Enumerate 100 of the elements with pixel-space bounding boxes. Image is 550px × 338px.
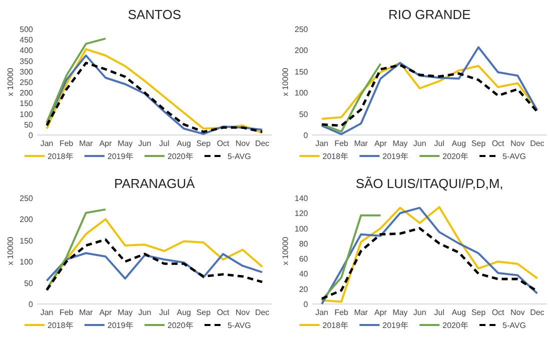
y-tick-label: 0	[28, 300, 34, 309]
x-tick-label: Dec	[255, 139, 270, 148]
legend-label: 2019年	[382, 152, 408, 161]
x-tick-label: Apr	[99, 308, 112, 317]
x-tick-label: Nov	[236, 308, 250, 317]
y-tick-label: 140	[294, 194, 309, 203]
x-tick-label: Aug	[176, 139, 191, 148]
legend-label: 5-AVG	[228, 321, 251, 330]
y-tick-label: 100	[20, 110, 34, 119]
x-tick-label: Mar	[354, 308, 368, 317]
x-tick-label: Jul	[159, 139, 170, 148]
legend-label: 2018年	[48, 152, 74, 161]
x-tick-label: Mar	[79, 308, 94, 317]
y-tick-label: 40	[299, 270, 309, 279]
y-tick-label: 50	[24, 278, 34, 288]
x-tick-label: Jan	[40, 308, 54, 317]
chart-title: SANTOS	[128, 7, 182, 22]
x-tick-label: Aug	[452, 139, 466, 148]
y-tick-label: 50	[24, 120, 34, 130]
legend-label: 2020年	[442, 152, 468, 161]
x-tick-label: Feb	[334, 139, 349, 148]
x-tick-label: Jun	[138, 308, 152, 317]
y-tick-label: 350	[20, 56, 34, 66]
x-tick-label: May	[118, 139, 133, 148]
y-tick-label: 0	[304, 300, 309, 309]
y-tick-label: 250	[294, 25, 309, 34]
x-tick-label: Jul	[159, 308, 170, 317]
legend-label: 2019年	[108, 152, 134, 161]
y-axis-title: x 10000	[6, 236, 15, 266]
legend-label: 5-AVG	[502, 321, 526, 330]
x-tick-label: May	[392, 308, 408, 317]
y-tick-label: 50	[299, 110, 309, 119]
y-tick-label: 60	[299, 254, 309, 264]
y-axis-title: x 10000	[281, 236, 290, 266]
x-tick-label: Mar	[354, 139, 368, 148]
y-tick-label: 300	[20, 67, 34, 76]
y-tick-label: 0	[304, 131, 309, 140]
y-tick-label: 120	[294, 209, 309, 218]
x-tick-label: Dec	[530, 308, 544, 317]
legend-label: 2019年	[108, 321, 134, 330]
x-tick-label: Apr	[99, 139, 112, 148]
chart-title: SÃO LUIS/ITAQUI/P,D,M,	[356, 176, 504, 191]
x-tick-label: Mar	[79, 139, 94, 148]
x-tick-label: Jun	[413, 308, 426, 317]
x-tick-label: Feb	[59, 139, 74, 148]
y-tick-label: 250	[20, 194, 34, 203]
x-tick-label: Jul	[434, 139, 445, 148]
x-tick-label: Aug	[452, 308, 466, 317]
x-tick-label: Apr	[374, 139, 388, 148]
x-tick-label: May	[118, 308, 133, 317]
x-tick-label: Jan	[315, 139, 328, 148]
x-tick-label: May	[392, 139, 408, 148]
y-tick-label: 200	[294, 46, 309, 56]
x-tick-label: Jan	[315, 308, 328, 317]
y-tick-label: 0	[28, 131, 34, 140]
x-tick-label: Dec	[255, 308, 270, 317]
y-tick-label: 250	[20, 78, 34, 87]
y-tick-label: 150	[294, 67, 309, 76]
y-tick-label: 100	[20, 258, 34, 267]
x-tick-label: Jun	[138, 139, 152, 148]
x-tick-label: Oct	[492, 139, 506, 148]
legend-label: 5-AVG	[502, 152, 526, 161]
legend-label: 2020年	[168, 321, 194, 330]
x-tick-label: Sep	[471, 308, 486, 317]
x-tick-label: Oct	[216, 139, 230, 148]
x-tick-label: Jul	[434, 308, 445, 317]
y-tick-label: 450	[20, 36, 34, 45]
legend-label: 2018年	[322, 321, 348, 330]
y-tick-label: 200	[20, 215, 34, 224]
y-tick-label: 80	[299, 239, 309, 248]
legend-label: 5-AVG	[228, 152, 251, 161]
x-tick-label: Feb	[334, 308, 349, 317]
x-tick-label: Oct	[492, 308, 506, 317]
y-axis-title: x 10000	[6, 67, 15, 96]
legend-label: 2018年	[48, 321, 74, 330]
x-tick-label: Nov	[510, 139, 525, 148]
legend-label: 2018年	[322, 152, 348, 161]
x-tick-label: Oct	[216, 308, 230, 317]
y-tick-label: 100	[294, 88, 309, 98]
x-tick-label: Nov	[510, 308, 525, 317]
x-tick-label: Dec	[530, 139, 544, 148]
chart-title: PARANAGUÁ	[114, 176, 196, 191]
x-tick-label: Jan	[40, 139, 54, 148]
y-tick-label: 150	[20, 236, 34, 246]
legend-label: 2020年	[442, 321, 468, 330]
y-tick-label: 200	[20, 88, 34, 98]
chart-title: RIO GRANDE	[388, 7, 471, 22]
legend-label: 2020年	[168, 152, 194, 161]
x-tick-label: Nov	[236, 139, 250, 148]
x-tick-label: Sep	[471, 139, 486, 148]
y-tick-label: 500	[20, 25, 34, 34]
x-tick-label: Feb	[59, 308, 74, 317]
x-tick-label: Sep	[196, 139, 212, 148]
y-tick-label: 100	[294, 224, 309, 234]
x-tick-label: Aug	[176, 308, 191, 317]
y-tick-label: 20	[299, 284, 309, 294]
x-tick-label: Sep	[196, 308, 212, 317]
y-tick-label: 150	[20, 99, 34, 108]
legend-label: 2019年	[382, 321, 408, 330]
y-tick-label: 400	[20, 46, 34, 56]
